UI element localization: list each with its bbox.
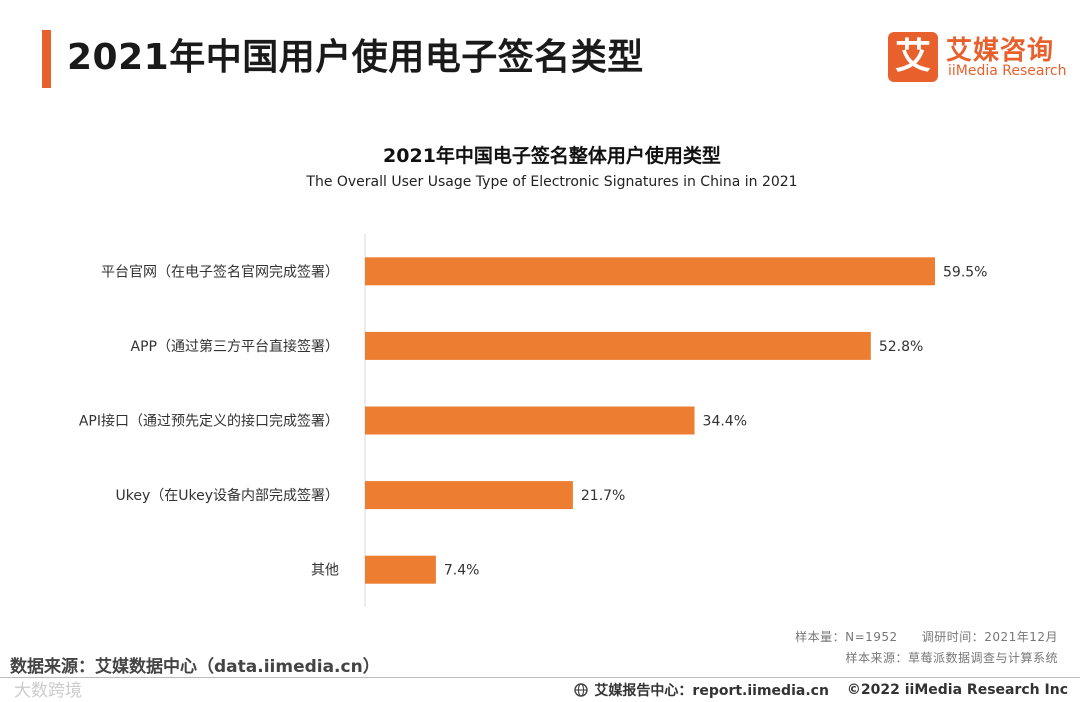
category-label-0: 平台官网（在电子签名官网完成签署） (101, 263, 339, 280)
title-accent-bar (42, 30, 51, 88)
bar-0 (365, 257, 935, 286)
logo-en-text: iiMedia Research (948, 63, 1067, 79)
logo-mark-icon: 艾 (888, 32, 938, 82)
bar-1 (365, 331, 871, 360)
bar-4 (365, 555, 436, 584)
category-label-3: Ukey（在Ukey设备内部完成签署） (115, 487, 339, 504)
copyright: ©2022 iiMedia Research Inc (846, 682, 1068, 698)
bar-2 (365, 406, 695, 435)
data-source: 数据来源：艾媒数据中心（data.iimedia.cn） (10, 657, 380, 677)
bar-3 (365, 481, 573, 510)
value-label-2: 34.4% (703, 414, 747, 430)
value-label-3: 21.7% (581, 488, 625, 504)
sample-source: 样本来源：草莓派数据调查与计算系统 (845, 651, 1058, 665)
category-label-2: API接口（通过预先定义的接口完成签署） (79, 413, 339, 430)
value-label-1: 52.8% (879, 339, 923, 355)
sample-info: 样本量：N=1952 调研时间：2021年12月 (795, 628, 1058, 645)
iimedia-logo: 艾 艾媒咨询 iiMedia Research (888, 32, 1068, 82)
footer-divider (0, 677, 1080, 678)
report-center-link[interactable]: 艾媒报告中心：report.iimedia.cn (594, 683, 829, 699)
watermark: 大数跨境 (14, 681, 82, 701)
footer-bar: 艾媒报告中心：report.iimedia.cn ©2022 iiMedia R… (574, 680, 1068, 700)
logo-cn-text: 艾媒咨询 (946, 36, 1055, 66)
category-label-4: 其他 (311, 563, 339, 579)
page-title: 2021年中国用户使用电子签名类型 (67, 37, 644, 78)
chart-subtitle: The Overall User Usage Type of Electroni… (306, 174, 798, 190)
globe-icon (574, 683, 589, 697)
category-label-1: APP（通过第三方平台直接签署） (131, 338, 339, 355)
value-label-0: 59.5% (943, 264, 987, 280)
survey-time: 调研时间：2021年12月 (921, 630, 1058, 644)
chart-title: 2021年中国电子签名整体用户使用类型 (383, 145, 721, 167)
sample-size: 样本量：N=1952 (795, 630, 898, 644)
value-label-4: 7.4% (444, 563, 480, 579)
